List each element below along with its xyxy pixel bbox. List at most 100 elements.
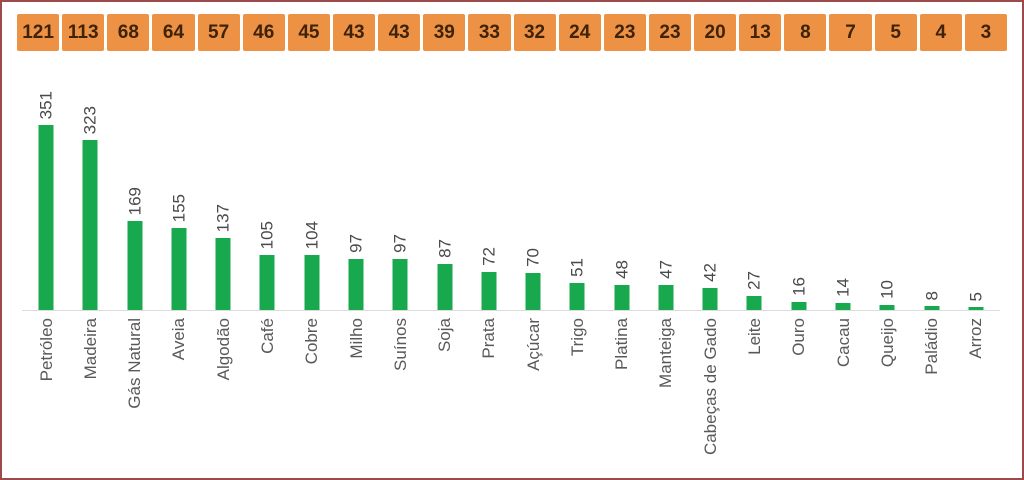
x-axis-line — [22, 310, 1000, 311]
category-label: Milho — [346, 318, 366, 359]
category-cell: Ouro — [777, 310, 821, 478]
chart-column: 10 Queijo — [865, 72, 909, 478]
plot-cell: 5 — [954, 72, 998, 310]
bar-value-label: 97 — [390, 234, 410, 253]
chart-column: 48 Platina — [600, 72, 644, 478]
bar — [879, 305, 895, 310]
bar-value-label: 5 — [966, 291, 986, 301]
category-cell: Prata — [467, 310, 511, 478]
bar — [437, 264, 453, 310]
bar — [392, 259, 408, 310]
header-value-cell: 3 — [964, 14, 1007, 51]
bar-value-label: 27 — [744, 271, 764, 290]
plot-cell: 14 — [821, 72, 865, 310]
category-cell: Petróleo — [24, 310, 68, 478]
bar — [791, 302, 807, 310]
category-cell: Algodão — [201, 310, 245, 478]
plot-cell: 51 — [555, 72, 599, 310]
bar-value-label: 47 — [656, 260, 676, 279]
header-value-cell: 64 — [152, 14, 195, 51]
category-label: Gás Natural — [125, 318, 145, 409]
plot-cell: 97 — [334, 72, 378, 310]
category-cell: Arroz — [954, 310, 998, 478]
header-value-cell: 5 — [874, 14, 917, 51]
header-value-cell: 121 — [17, 14, 60, 51]
bar-value-label: 169 — [125, 186, 145, 215]
chart-column: 27 Leite — [732, 72, 776, 478]
plot-cell: 70 — [511, 72, 555, 310]
plot-cell: 104 — [290, 72, 334, 310]
chart-column: 87 Soja — [422, 72, 466, 478]
header-value-cell: 43 — [378, 14, 421, 51]
bar-value-label: 97 — [346, 234, 366, 253]
category-label: Cabeças de Gado — [700, 318, 720, 456]
bar-value-label: 51 — [567, 258, 587, 277]
bar-value-label: 72 — [479, 247, 499, 266]
plot-cell: 8 — [909, 72, 953, 310]
category-cell: Café — [245, 310, 289, 478]
plot-cell: 169 — [113, 72, 157, 310]
plot-cell: 72 — [467, 72, 511, 310]
chart-column: 47 Manteiga — [644, 72, 688, 478]
bar-value-label: 104 — [302, 220, 322, 249]
chart-column: 14 Cacau — [821, 72, 865, 478]
header-value-cell: 33 — [468, 14, 511, 51]
chart-area: 351 Petróleo 323 Madeira 169 Gás Natural 155 Av… — [22, 72, 1000, 470]
category-cell: Aveia — [157, 310, 201, 478]
bar-value-label: 8 — [922, 290, 942, 300]
chart-column: 72 Prata — [467, 72, 511, 478]
category-cell: Cacau — [821, 310, 865, 478]
category-cell: Soja — [422, 310, 466, 478]
bar — [614, 285, 630, 310]
header-value-cell: 24 — [558, 14, 601, 51]
header-value-cell: 7 — [829, 14, 872, 51]
bar — [171, 228, 187, 310]
category-cell: Milho — [334, 310, 378, 478]
plot-cell: 351 — [24, 72, 68, 310]
chart-column: 51 Trigo — [555, 72, 599, 478]
header-value-cell: 4 — [919, 14, 962, 51]
category-cell: Paládio — [909, 310, 953, 478]
bar — [924, 306, 940, 310]
chart-column: 5 Arroz — [954, 72, 998, 478]
header-value-cell: 113 — [62, 14, 105, 51]
category-label: Manteiga — [656, 318, 676, 388]
bar — [481, 272, 497, 310]
chart-column: 8 Paládio — [909, 72, 953, 478]
chart-column: 155 Aveia — [157, 72, 201, 478]
plot-cell: 155 — [157, 72, 201, 310]
bar — [304, 255, 320, 310]
plot-cell: 47 — [644, 72, 688, 310]
plot-cell: 87 — [422, 72, 466, 310]
bar — [835, 303, 851, 310]
header-value-cell: 43 — [332, 14, 376, 51]
bar — [746, 296, 762, 310]
bar-value-label: 70 — [523, 248, 543, 267]
plot-cell: 137 — [201, 72, 245, 310]
bar-value-label: 10 — [877, 280, 897, 299]
category-cell: Cabeças de Gado — [688, 310, 732, 478]
header-value-cell: 46 — [242, 14, 285, 51]
header-value-cell: 32 — [513, 14, 556, 51]
category-label: Café — [257, 318, 277, 354]
bar — [525, 273, 541, 310]
plot-cell: 16 — [777, 72, 821, 310]
header-value-cell: 68 — [107, 14, 150, 51]
category-label: Cacau — [833, 318, 853, 368]
bar-value-label: 351 — [36, 90, 56, 119]
category-cell: Suínos — [378, 310, 422, 478]
category-label: Ouro — [789, 318, 809, 356]
bar — [127, 221, 143, 310]
chart-columns: 351 Petróleo 323 Madeira 169 Gás Natural 155 Av… — [24, 72, 998, 470]
bar — [569, 283, 585, 310]
chart-column: 105 Café — [245, 72, 289, 478]
category-cell: Açúcar — [511, 310, 555, 478]
bar-value-label: 48 — [612, 260, 632, 279]
category-label: Algodão — [213, 318, 233, 381]
chart-column: 97 Suínos — [378, 72, 422, 478]
header-value-cell: 39 — [423, 14, 466, 51]
bar-value-label: 42 — [700, 263, 720, 282]
chart-column: 351 Petróleo — [24, 72, 68, 478]
bar — [702, 288, 718, 310]
